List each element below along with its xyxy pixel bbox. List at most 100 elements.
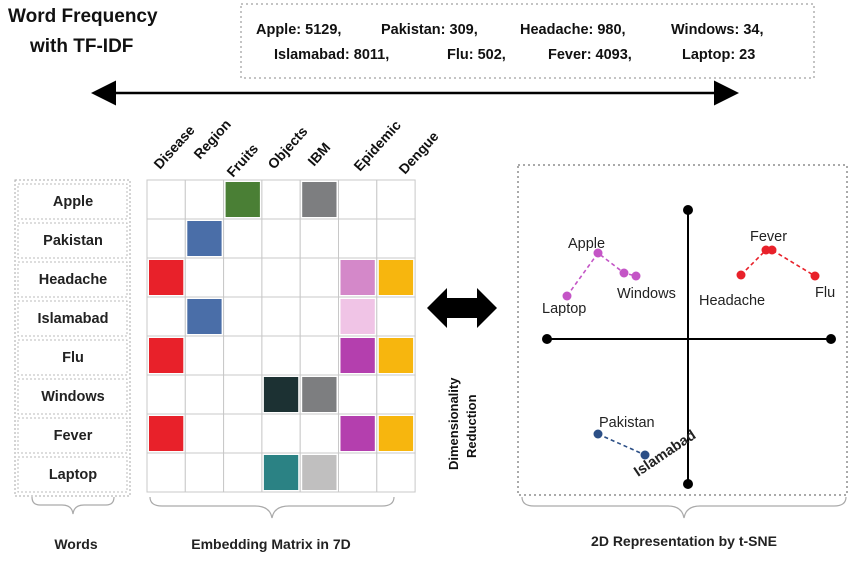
matrix-cell-fill — [340, 260, 375, 295]
matrix-cell — [184, 374, 225, 415]
tsne-point — [767, 245, 777, 255]
dimension-header: Objects — [264, 123, 310, 172]
matrix-cell — [261, 413, 301, 454]
matrix-cell — [146, 179, 186, 220]
matrix-cell-fill — [340, 416, 375, 451]
tsne-point — [631, 271, 641, 281]
matrix-cell — [184, 413, 225, 454]
matrix-cell-fill — [149, 260, 184, 295]
tsne-axis-end-left — [542, 334, 552, 344]
tsne-point — [593, 429, 603, 439]
matrix-cell — [184, 257, 225, 298]
dimension-header: Region — [190, 116, 234, 162]
tsne-brace — [521, 496, 847, 519]
word-label: Apple — [53, 194, 93, 210]
matrix-cell-fill — [187, 299, 222, 334]
matrix-cell — [223, 257, 263, 298]
matrix-cell — [261, 179, 301, 220]
tsne-point — [736, 270, 746, 280]
matrix-cell — [184, 179, 225, 220]
matrix-cell — [261, 257, 301, 298]
embedding-matrix — [146, 179, 416, 493]
word-label: Headache — [39, 272, 108, 288]
matrix-cell-fill — [302, 455, 337, 490]
matrix-cell-fill — [187, 221, 222, 256]
matrix-cell — [299, 296, 340, 337]
word-label: Islamabad — [38, 311, 109, 327]
matrix-cell — [223, 452, 263, 493]
frequency-entry: Islamabad: 8011, — [274, 47, 389, 63]
title-line-2: with TF-IDF — [29, 36, 133, 57]
matrix-cell-fill — [302, 182, 337, 217]
dimension-header: Fruits — [223, 140, 261, 180]
matrix-cell — [146, 452, 186, 493]
matrix-cell — [261, 335, 301, 376]
words-brace — [31, 496, 115, 515]
frequency-list-line-1: Apple: 5129, Pakistan: 309, Headache: 980,… — [256, 22, 764, 38]
matrix-cell-fill — [263, 377, 299, 412]
matrix-cell-fill — [149, 338, 184, 373]
caption-embedding-matrix: Embedding Matrix in 7D — [191, 536, 350, 552]
matrix-cell — [223, 296, 263, 337]
word-label: Windows — [41, 389, 105, 405]
matrix-cell — [184, 452, 225, 493]
matrix-cell — [376, 179, 416, 220]
matrix-cell-fill — [378, 416, 414, 451]
frequency-entry: Fever: 4093, — [548, 47, 632, 63]
caption-words: Words — [54, 536, 98, 552]
matrix-cell — [376, 218, 416, 259]
tsne-point — [562, 291, 572, 301]
matrix-cell — [184, 335, 225, 376]
matrix-cell-fill — [149, 416, 184, 451]
matrix-cell-fill — [302, 377, 337, 412]
matrix-cell — [376, 374, 416, 415]
matrix-cell — [146, 374, 186, 415]
matrix-cell — [299, 257, 340, 298]
dimension-header: IBM — [304, 139, 333, 169]
caption-tsne: 2D Representation by t-SNE — [591, 533, 777, 549]
matrix-cell-fill — [378, 260, 414, 295]
tsne-cluster-link — [597, 433, 646, 456]
word-list: Apple Pakistan Headache Islamabad Flu Windows… — [17, 183, 128, 493]
matrix-cell — [376, 296, 416, 337]
matrix-cell — [146, 296, 186, 337]
matrix-cell-fill — [225, 182, 260, 217]
word-label: Flu — [62, 350, 84, 366]
matrix-cell — [338, 218, 378, 259]
tsne-point-label: Headache — [699, 293, 765, 309]
matrix-cell — [299, 413, 340, 454]
frequency-entry: Pakistan: 309, — [381, 22, 478, 38]
matrix-cell — [261, 296, 301, 337]
tsne-axis-end-top — [683, 205, 693, 215]
frequency-entry: Laptop: 23 — [682, 47, 755, 63]
frequency-box — [240, 3, 815, 79]
tsne-axis-end-bottom — [683, 479, 693, 489]
matrix-cell-fill — [378, 338, 414, 373]
dimensionality-reduction-line-2: Reduction — [464, 394, 479, 458]
matrix-cell-fill — [340, 338, 375, 373]
matrix-cell — [299, 335, 340, 376]
tsne-point — [640, 450, 650, 460]
tsne-point-label: Fever — [750, 229, 787, 245]
dimension-header: Dengue — [395, 128, 441, 177]
matrix-cell — [261, 218, 301, 259]
matrix-cell — [338, 179, 378, 220]
dimension-header: Disease — [150, 122, 197, 172]
tsne-cluster-link — [740, 249, 816, 277]
tsne-cluster-link — [566, 251, 637, 297]
matrix-cell — [223, 413, 263, 454]
matrix-cell-fill — [263, 455, 299, 490]
matrix-cell — [223, 335, 263, 376]
middle-double-arrow — [427, 288, 497, 328]
tsne-point-label: Flu — [815, 285, 835, 301]
matrix-cell — [223, 374, 263, 415]
tsne-point — [810, 271, 820, 281]
frequency-entry: Headache: 980, — [520, 22, 626, 38]
matrix-cell — [299, 218, 340, 259]
words-column-frame — [14, 179, 131, 497]
title-line-1: Word Frequency — [8, 6, 158, 27]
matrix-cell — [146, 218, 186, 259]
word-label: Fever — [54, 428, 93, 444]
tsne-point-label: Laptop — [542, 301, 586, 317]
